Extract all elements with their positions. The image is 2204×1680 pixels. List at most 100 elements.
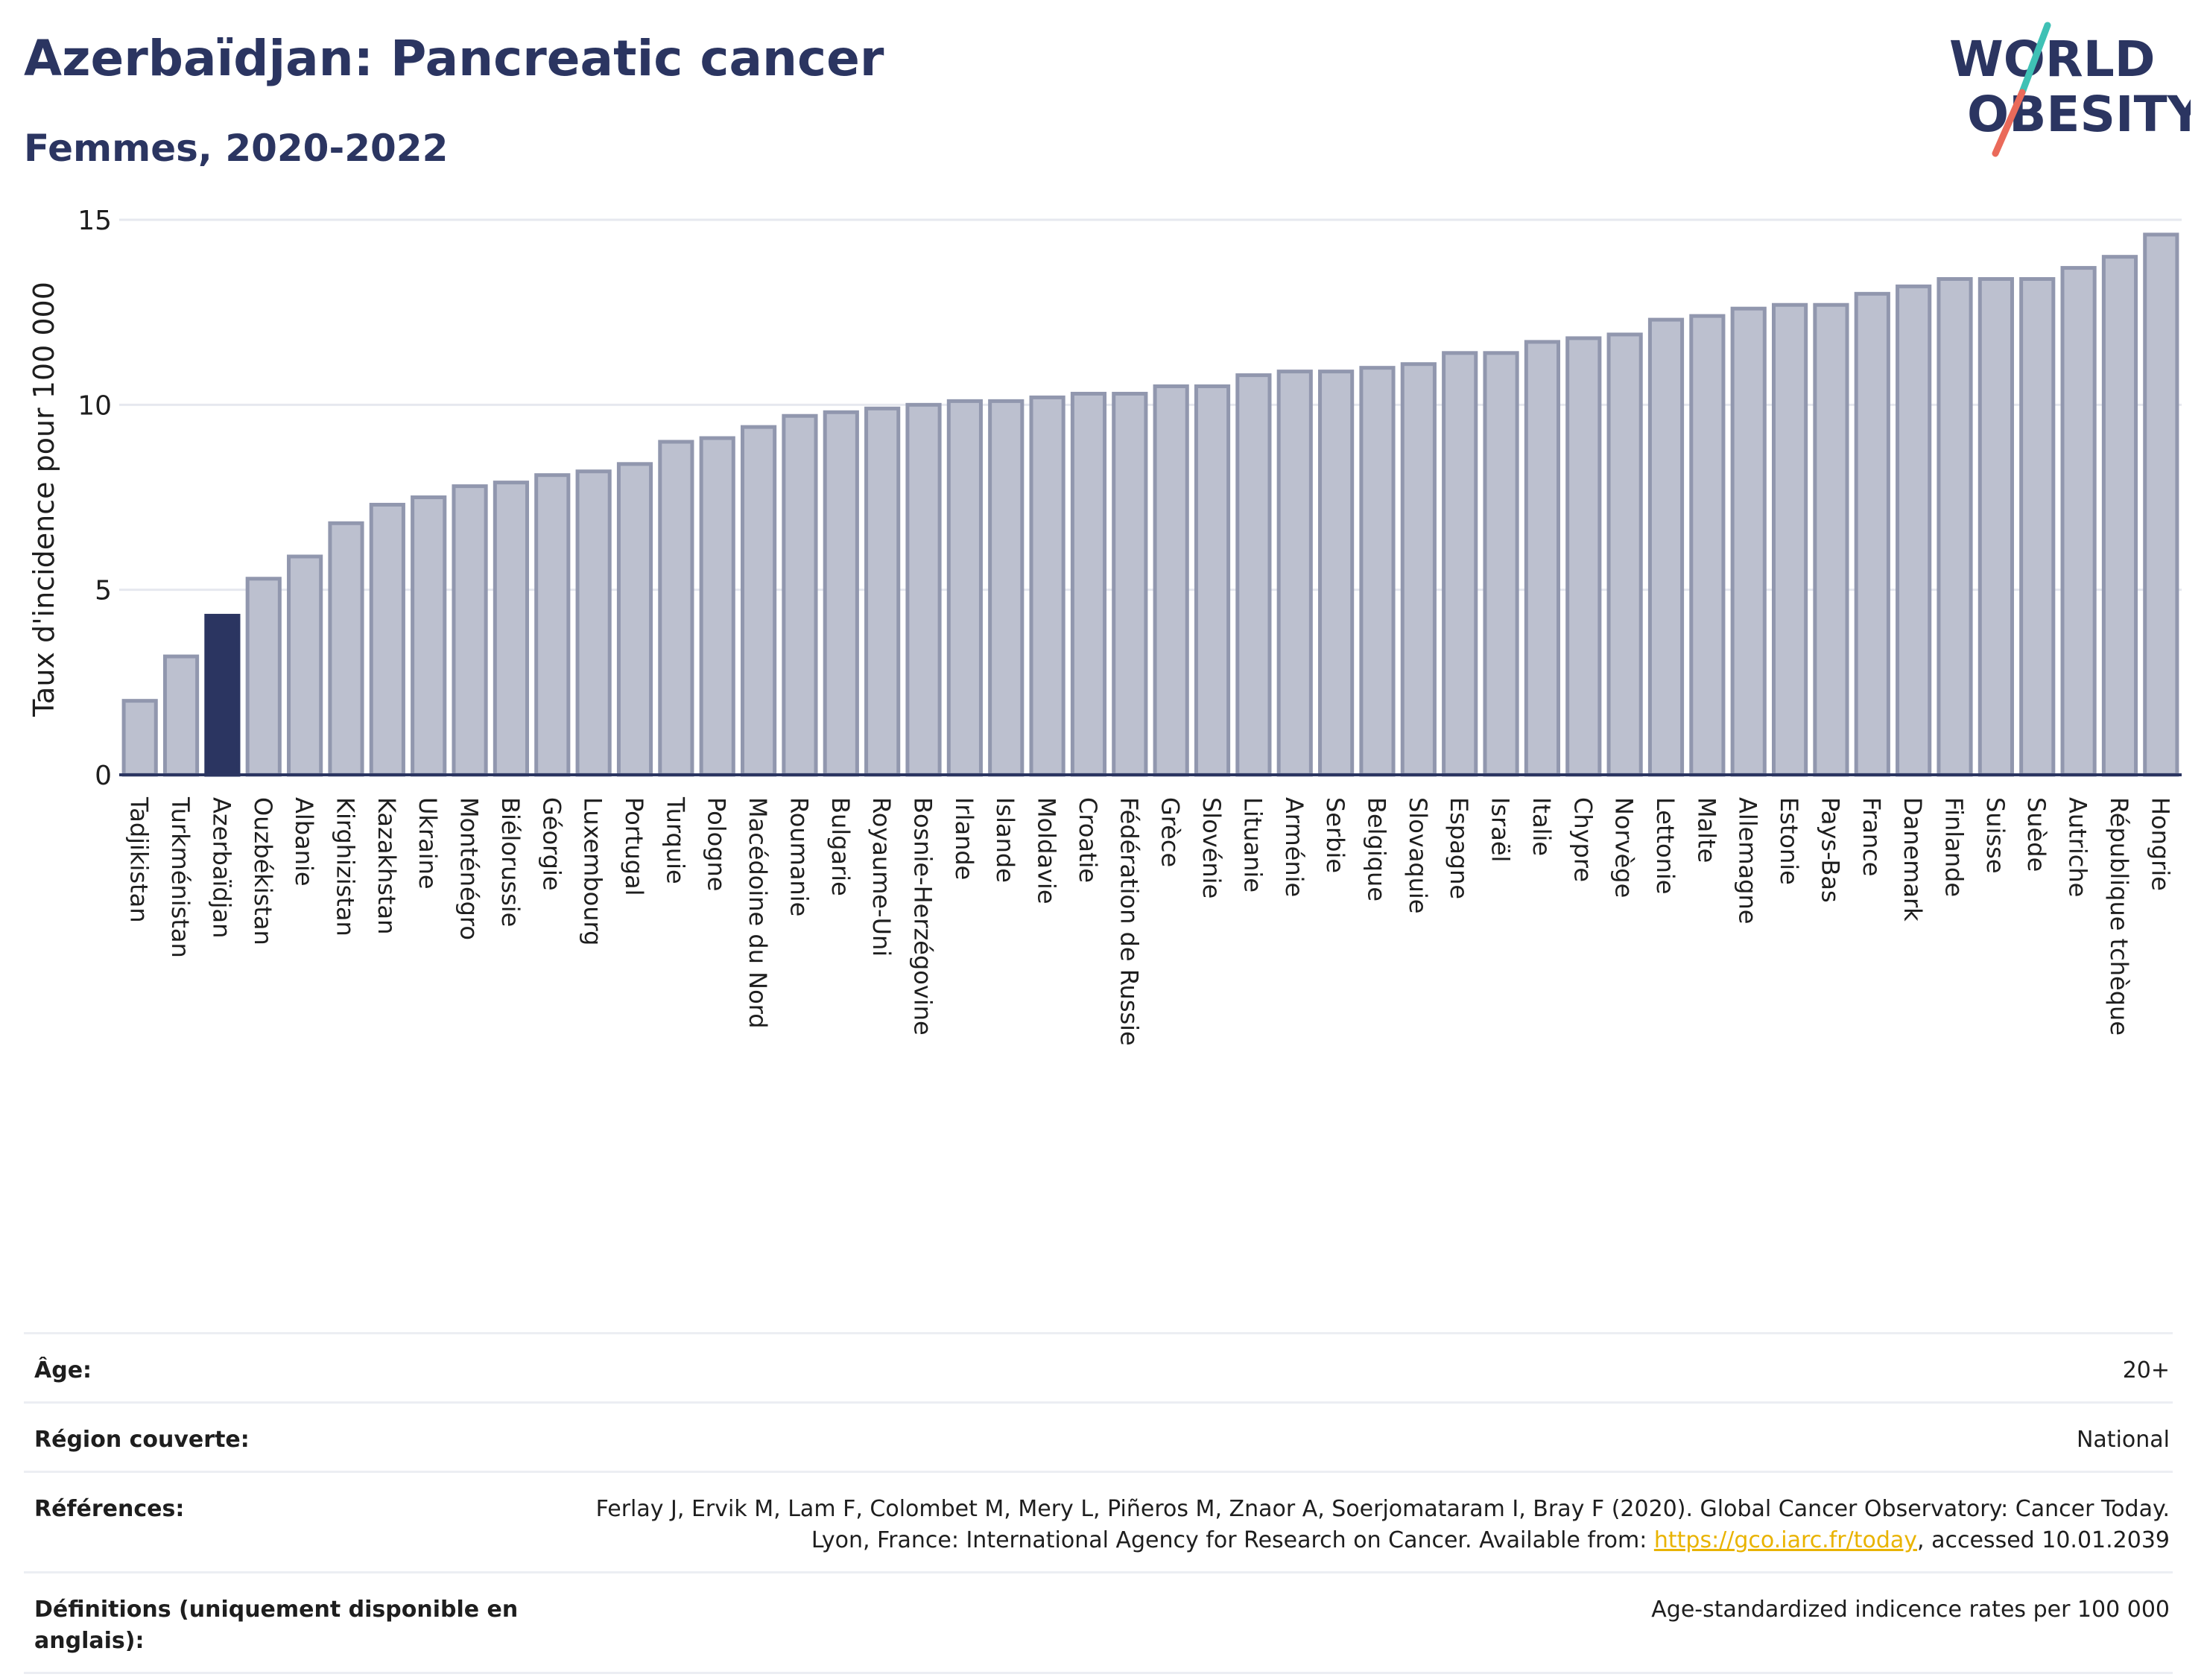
bar-arménie bbox=[1276, 370, 1313, 777]
x-tick-label: Israël bbox=[1486, 797, 1515, 862]
x-tick-label: Biélorussie bbox=[496, 797, 525, 927]
x-tick-label: Lituanie bbox=[1238, 797, 1267, 893]
bar-ukraine bbox=[411, 495, 447, 777]
bar-chypre bbox=[1565, 336, 1602, 777]
x-tick-label: Suisse bbox=[1981, 797, 2010, 874]
bar-géorgie bbox=[534, 473, 571, 777]
x-tick-label: Croatie bbox=[1074, 797, 1102, 883]
bar-luxembourg bbox=[575, 469, 612, 777]
bar-moldavie bbox=[1029, 395, 1065, 777]
x-tick-label: Pologne bbox=[703, 797, 731, 891]
bar-malte bbox=[1689, 314, 1726, 777]
logo-slash-teal bbox=[2018, 22, 2051, 96]
x-tick-label: Turquie bbox=[661, 796, 689, 884]
references-suffix: , accessed 10.01.2039 bbox=[1917, 1527, 2170, 1553]
bar-slovénie bbox=[1194, 384, 1231, 777]
bar-portugal bbox=[616, 462, 653, 777]
x-tick-label: Bosnie-Herzégovine bbox=[909, 797, 937, 1036]
references-link[interactable]: https://gco.iarc.fr/today bbox=[1653, 1527, 1918, 1553]
bar-islande bbox=[988, 399, 1025, 777]
info-row-age: Âge: 20+ bbox=[24, 1332, 2173, 1401]
age-value: 20+ bbox=[2122, 1357, 2170, 1383]
bar-norvège bbox=[1606, 332, 1643, 777]
bar-belgique bbox=[1359, 366, 1396, 777]
bar-pologne bbox=[699, 436, 735, 777]
bar-turquie bbox=[658, 440, 694, 777]
x-tick-label: Italie bbox=[1527, 797, 1556, 856]
bar-kirghizistan bbox=[328, 521, 364, 777]
x-tick-label: Hongrie bbox=[2146, 797, 2174, 891]
x-tick-label: Pays-Bas bbox=[1816, 797, 1844, 903]
x-tick-label: Turkménistan bbox=[166, 796, 194, 958]
axes: 0 5 10 15 bbox=[77, 206, 2182, 791]
x-tick-label: Danemark bbox=[1899, 797, 1927, 922]
logo-slash-coral bbox=[1992, 89, 2026, 157]
x-tick-label: Norvège bbox=[1610, 797, 1638, 898]
x-tick-label: Portugal bbox=[620, 797, 648, 896]
x-tick-label: Grèce bbox=[1156, 797, 1185, 867]
y-tick-label: 5 bbox=[95, 576, 112, 606]
x-tick-label: Slovaquie bbox=[1404, 797, 1432, 913]
region-label: Région couverte: bbox=[34, 1427, 250, 1453]
bar-suède bbox=[2019, 276, 2056, 777]
bar-biélorussie bbox=[493, 481, 530, 777]
bar-royaume-uni bbox=[864, 406, 901, 777]
y-tick-label: 10 bbox=[77, 390, 112, 421]
x-tick-label: Monténégro bbox=[455, 797, 484, 940]
bar-slovaquie bbox=[1400, 362, 1437, 777]
x-tick-label: Albanie bbox=[290, 797, 318, 887]
x-tick-label: Espagne bbox=[1445, 797, 1473, 899]
x-tick-label: Islande bbox=[991, 797, 1019, 883]
bar-azerbaïdjan bbox=[204, 613, 241, 777]
references-label: Références: bbox=[34, 1496, 185, 1522]
x-tick-label: Roumanie bbox=[785, 797, 813, 916]
bar-bosnie-herzégovine bbox=[905, 402, 942, 777]
x-tick-label: Suède bbox=[2022, 797, 2051, 872]
x-tick-label: Belgique bbox=[1362, 797, 1390, 901]
bar-macédoine-du-nord bbox=[740, 425, 777, 777]
x-tick-label: Finlande bbox=[1940, 797, 1969, 897]
bar-république-tchèque bbox=[2101, 255, 2138, 777]
references-text: Ferlay J, Ervik M, Lam F, Colombet M, Me… bbox=[595, 1496, 2170, 1553]
x-tick-label: République tchèque bbox=[2105, 797, 2133, 1036]
region-value: National bbox=[2076, 1427, 2170, 1453]
bar-irlande bbox=[946, 399, 983, 777]
x-tick-label: Tadjikistan bbox=[125, 796, 153, 922]
world-obesity-logo: WORLD OBESITY bbox=[1949, 22, 2191, 157]
x-tick-label: Irlande bbox=[950, 797, 978, 880]
category-labels: Tadjikistan Turkménistan Azerbaïdjan Ouzbék… bbox=[125, 796, 2175, 1046]
logo-line-1: WORLD bbox=[1949, 31, 2156, 88]
bar-italie bbox=[1524, 340, 1561, 777]
bar-albanie bbox=[287, 554, 323, 777]
bar-bulgarie bbox=[823, 410, 859, 777]
info-row-references: Références: Ferlay J, Ervik M, Lam F, Co… bbox=[24, 1471, 2173, 1571]
x-tick-label: Géorgie bbox=[537, 797, 566, 891]
bar-estonie bbox=[1771, 302, 1808, 777]
bar-kazakhstan bbox=[369, 502, 405, 777]
bar-israël bbox=[1483, 351, 1519, 777]
x-tick-label: Autriche bbox=[2064, 797, 2092, 897]
chart-subtitle: Femmes, 2020-2022 bbox=[24, 127, 449, 170]
bar-suisse bbox=[1977, 276, 2014, 777]
x-tick-label: Azerbaïdjan bbox=[207, 797, 235, 938]
bar-roumanie bbox=[782, 413, 818, 777]
definitions-value: Age-standardized indicence rates per 100… bbox=[1651, 1597, 2170, 1623]
info-row-definitions: Définitions (uniquement disponible en an… bbox=[24, 1571, 2173, 1674]
bar-tadjikistan bbox=[121, 699, 158, 777]
x-tick-label: Kazakhstan bbox=[373, 797, 401, 934]
bar-chart: 0 5 10 15 Tadjikistan Turkménistan Azerbaïdja… bbox=[28, 206, 2182, 1046]
bar-autriche bbox=[2060, 266, 2097, 777]
y-axis-title: Taux d'incidence pour 100 000 bbox=[28, 282, 60, 717]
x-tick-label: Allemagne bbox=[1734, 797, 1762, 924]
bar-monténégro bbox=[452, 484, 488, 777]
age-label: Âge: bbox=[34, 1357, 92, 1383]
x-tick-label: Luxembourg bbox=[579, 797, 607, 945]
bar-turkménistan bbox=[162, 654, 200, 777]
references-value: Ferlay J, Ervik M, Lam F, Colombet M, Me… bbox=[541, 1494, 2173, 1556]
bar-serbie bbox=[1318, 370, 1355, 777]
bar-lettonie bbox=[1647, 317, 1685, 777]
bar-croatie bbox=[1070, 391, 1107, 777]
x-tick-label: Macédoine du Nord bbox=[744, 797, 772, 1029]
bar-grèce bbox=[1153, 384, 1189, 777]
bars bbox=[121, 232, 2179, 777]
